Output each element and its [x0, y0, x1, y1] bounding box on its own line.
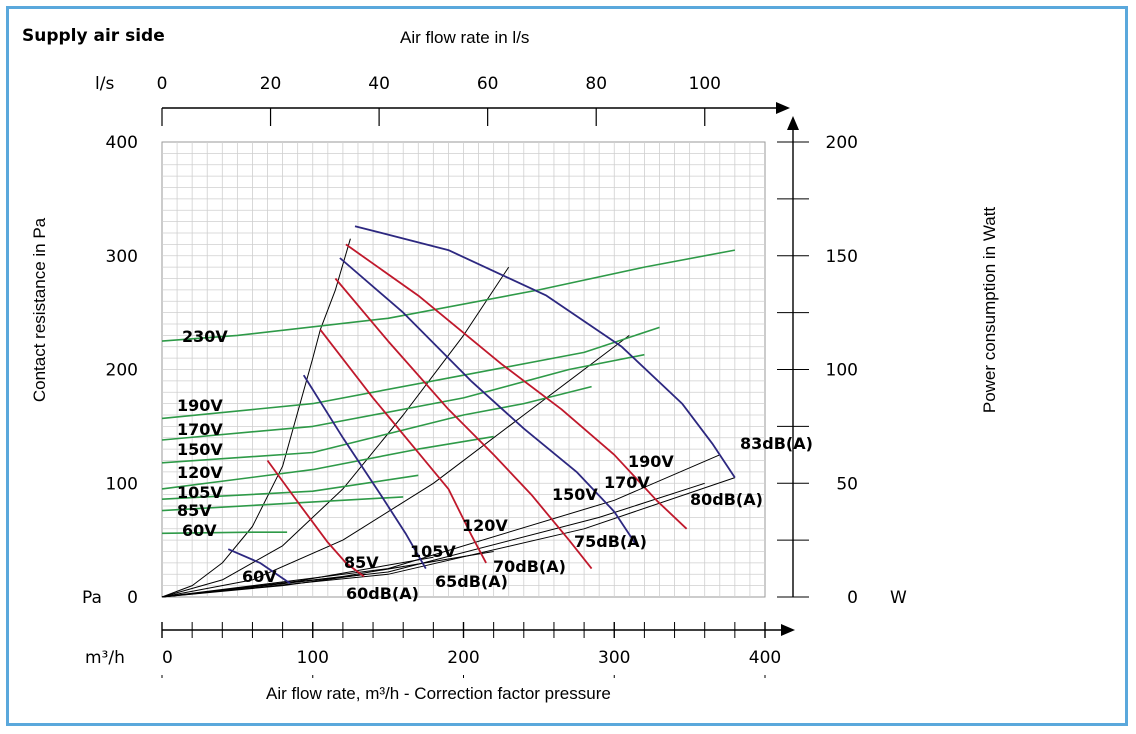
- power-curve: [161, 326, 660, 420]
- power-curve-label: 120V: [177, 463, 223, 482]
- system-curve: [161, 335, 630, 598]
- pressure-curve-label: 60V: [242, 567, 277, 586]
- sound-curve-label: 65dB(A): [435, 572, 508, 591]
- x-top-unit-label: l/s: [95, 74, 114, 94]
- sound-curve-label: 80dB(A): [690, 490, 763, 509]
- power-curve-label: 60V: [182, 521, 217, 540]
- y-right-tick-label: 100: [826, 361, 858, 381]
- pressure-curve: [266, 459, 365, 578]
- pressure-curve: [302, 374, 427, 570]
- y-unit-label: Pa: [82, 588, 102, 608]
- axes: 0 100 200 300 400 m³/h 0 20 40 60 80 100 l/s 0 100 200 3…: [82, 74, 907, 678]
- pressure-curve: [354, 225, 736, 479]
- power-curve-label: 105V: [177, 483, 223, 502]
- x-top-tick-label: 20: [260, 74, 282, 94]
- x-top-tick-label: 60: [477, 74, 499, 94]
- curves: [161, 225, 736, 598]
- pressure-curve: [319, 329, 487, 564]
- pressure-curve: [227, 548, 291, 585]
- pressure-curve-label: 85V: [344, 553, 379, 572]
- power-curve-label: 190V: [177, 396, 223, 415]
- system-curve: [161, 238, 351, 598]
- y-tick-label: 100: [106, 474, 138, 494]
- pressure-curve-label: 170V: [604, 473, 650, 492]
- y-right-tick-label: 200: [826, 133, 858, 153]
- top-axis-label: Air flow rate in l/s: [400, 28, 530, 47]
- pressure-curve-label: 150V: [552, 485, 598, 504]
- pressure-curve: [345, 243, 688, 530]
- sound-curve-label: 83dB(A): [740, 434, 813, 453]
- power-curve: [161, 496, 404, 512]
- grid: [161, 141, 766, 598]
- right-axis-arrow: [787, 116, 799, 130]
- y-right-unit-label: W: [890, 588, 907, 608]
- pressure-curve-label: 120V: [462, 516, 508, 535]
- x-top-tick-label: 0: [157, 74, 168, 94]
- power-curve: [161, 531, 288, 535]
- sound-curve-label: 70dB(A): [493, 557, 566, 576]
- x-top-tick-label: 100: [689, 74, 721, 94]
- x-tick-label: 0: [162, 648, 173, 668]
- curve-labels: 230V190V170V150V120V105V85V60V60V85V105V…: [177, 327, 813, 603]
- power-curve-label: 230V: [182, 327, 228, 346]
- power-curve-label: 85V: [177, 501, 212, 520]
- pressure-curve-label: 105V: [410, 542, 456, 561]
- y-tick-label: 400: [106, 133, 138, 153]
- x-tick-label: 200: [447, 648, 479, 668]
- pressure-curve: [334, 277, 593, 570]
- x-tick-label: 400: [749, 648, 781, 668]
- x-tick-label: 300: [598, 648, 630, 668]
- power-curve: [161, 249, 736, 342]
- system-curve: [161, 266, 510, 598]
- pressure-curve-label: 190V: [628, 452, 674, 471]
- bottom-axis-arrow: [781, 624, 795, 636]
- y-tick-label: 0: [127, 588, 138, 608]
- sound-curve-label: 60dB(A): [346, 584, 419, 603]
- chart-frame: [6, 6, 1128, 726]
- power-curve: [161, 353, 645, 441]
- x-top-tick-label: 80: [585, 74, 607, 94]
- y-right-tick-label: 150: [826, 247, 858, 267]
- power-curve: [161, 435, 494, 490]
- power-curve: [161, 474, 419, 500]
- power-curve-label: 150V: [177, 440, 223, 459]
- chart-title: Supply air side: [22, 26, 165, 46]
- sound-curve: [161, 482, 705, 598]
- x-unit-label: m³/h: [85, 648, 125, 668]
- y-right-tick-label: 0: [847, 588, 858, 608]
- x-axis-label: Air flow rate, m³/h - Correction factor …: [266, 684, 611, 703]
- y-right-tick-label: 50: [836, 474, 858, 494]
- power-curve-label: 170V: [177, 420, 223, 439]
- sound-curve-label: 75dB(A): [574, 532, 647, 551]
- power-curve: [161, 385, 592, 464]
- y-tick-label: 300: [106, 247, 138, 267]
- sound-curve: [161, 454, 720, 598]
- x-tick-label: 100: [297, 648, 329, 668]
- x-top-tick-label: 40: [368, 74, 390, 94]
- top-axis-arrow: [776, 102, 790, 114]
- y-tick-label: 200: [106, 361, 138, 381]
- pressure-curve: [339, 257, 638, 547]
